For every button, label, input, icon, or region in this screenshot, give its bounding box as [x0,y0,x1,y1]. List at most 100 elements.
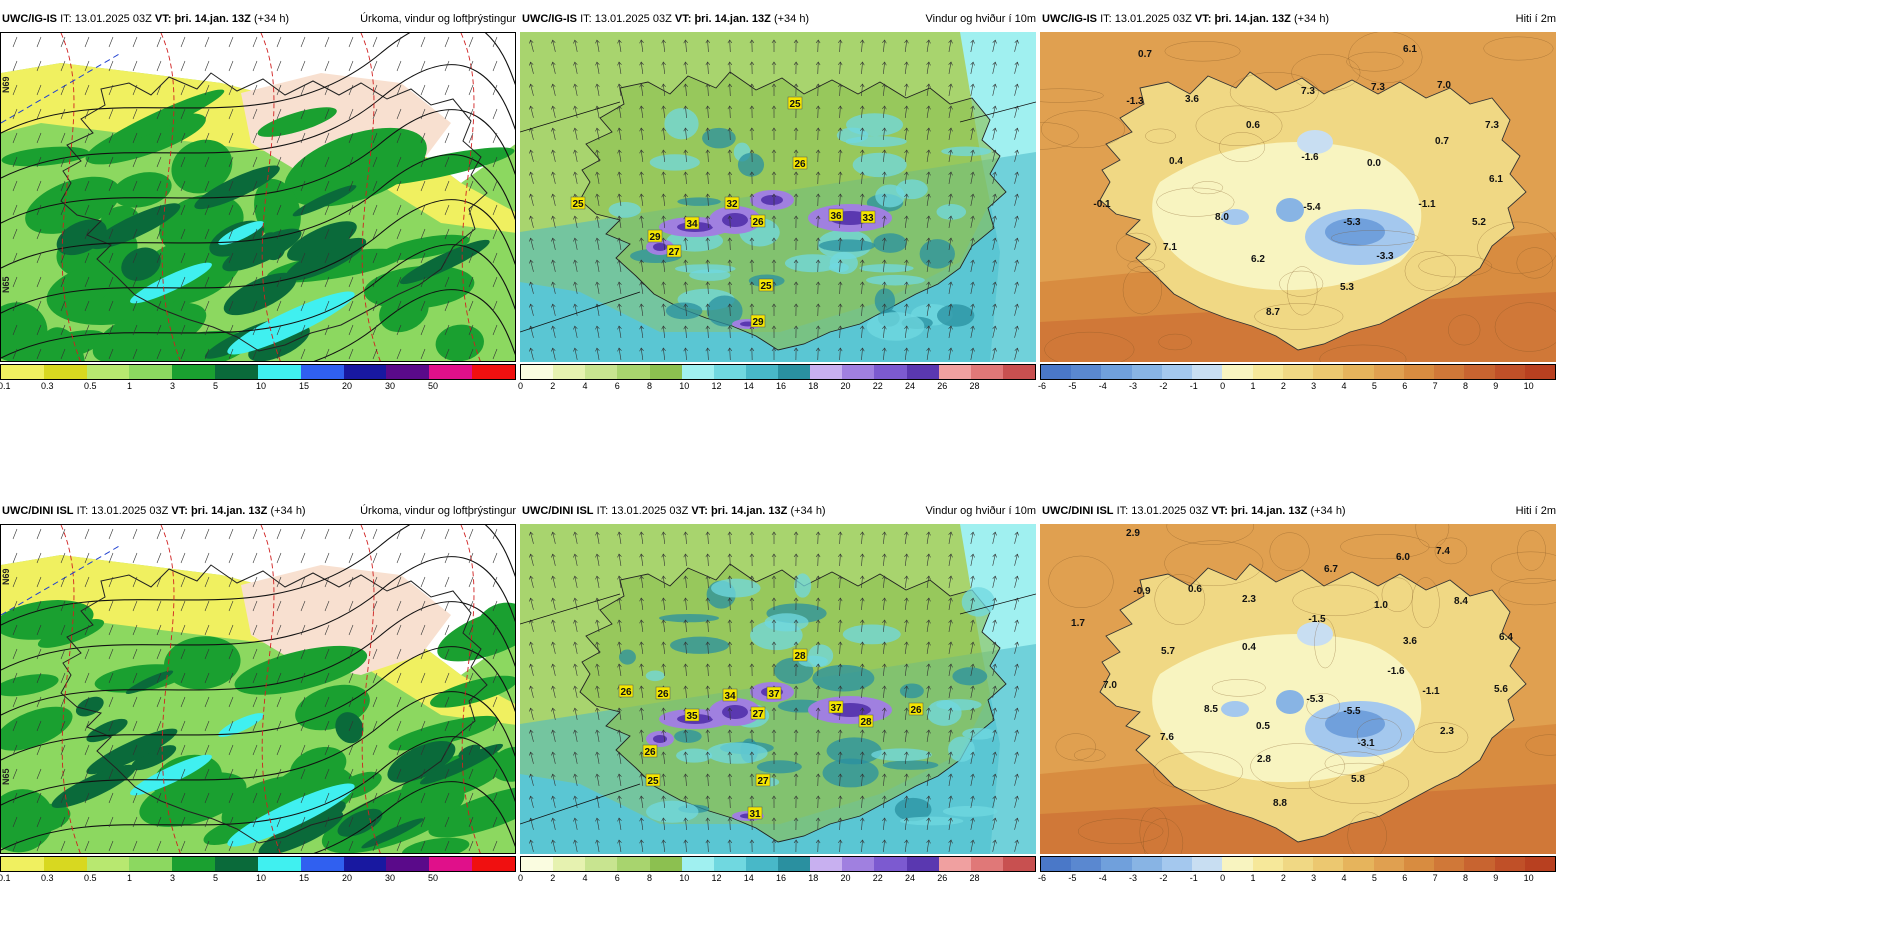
wind-max-label: 25 [758,278,774,292]
colorbar-tick-label: 10 [1523,873,1534,883]
temp-value-label: 7.1 [1163,242,1177,253]
wind-max-label: 25 [787,96,803,110]
colorbar-swatch [1131,857,1162,871]
colorbar-swatches [1040,856,1556,872]
valid-time-label: VT: [171,505,188,517]
temp-value-label: 2.9 [1126,528,1140,539]
temp-value-label: 6.1 [1489,174,1503,185]
colorbar-tick-label: 14 [743,873,754,883]
temp-panel-2: UWC/DINI ISL IT: 13.01.2025 03Z VT: þri.… [1038,500,1560,883]
colorbar-tick-label: 22 [872,381,883,391]
model-name: UWC/IG-IS [2,13,57,25]
colorbar-swatch [1434,857,1465,871]
colorbar-swatch [713,857,746,871]
colorbar-tick-label: 28 [969,381,980,391]
wind-max-label: 34 [722,688,738,702]
temp-value-label: 6.0 [1396,552,1410,563]
colorbar-swatch [1524,857,1555,871]
wind-max-value: 34 [724,691,736,702]
colorbar-swatch [874,365,907,379]
colorbar-swatch [1282,857,1314,871]
temp-value-label: 0.0 [1367,158,1381,169]
colorbar-tick-label: 0.5 [84,381,97,391]
wind-panel-2: UWC/DINI ISL IT: 13.01.2025 03Z VT: þri.… [518,500,1040,883]
colorbar-tick-label: 5 [213,873,219,883]
temp-value-label: 0.6 [1188,584,1202,595]
wind-panel-1: UWC/IG-IS IT: 13.01.2025 03Z VT: þri. 14… [518,8,1040,391]
colorbar-swatch [386,365,430,379]
colorbar-tick-label: 2 [1280,381,1286,391]
wind-max-label: 27 [666,244,682,258]
colorbar-tick-label: 8 [647,381,653,391]
colorbar-tick-label: 26 [937,381,948,391]
wind-max-value: 37 [830,703,842,714]
colorbar-swatch [1494,365,1525,379]
colorbar-tick-label: 3 [170,873,176,883]
temp-value-label: -5.3 [1306,694,1324,705]
valid-time-label: VT: [1211,505,1228,517]
colorbar-swatch [970,365,1003,379]
latitude-label: N69 [1,76,11,93]
colorbar-swatch [553,365,586,379]
colorbar-labels: 0 2 4 6 8 10 12 14 16 18 20 22 24 26 28 [518,381,1036,394]
colorbar-tick-label: 3 [170,381,176,391]
colorbar-swatch [1343,857,1374,871]
colorbar-swatch [681,365,714,379]
init-time: 13.01.2025 03Z [91,505,169,517]
temp-value-label: -1.1 [1418,199,1436,210]
temp-value-label: 7.3 [1485,120,1499,131]
temp-value-label: -1.3 [1126,96,1144,107]
wind-max-label: 28 [792,648,808,662]
wind-max-value: 27 [668,247,680,258]
colorbar-swatch [1464,857,1495,871]
colorbar-swatch [1041,365,1072,379]
colorbar-swatch [1494,857,1525,871]
temp-value-label: 8.7 [1266,307,1280,318]
temp-value-label: 7.3 [1371,82,1385,93]
colorbar-swatch [1373,857,1404,871]
model-name: UWC/IG-IS [522,13,577,25]
colorbar-tick-label: 1 [127,381,133,391]
temp-value-label: -5.4 [1303,202,1321,213]
wind-max-label: 26 [618,684,634,698]
colorbar-tick-label: 0 [518,873,524,883]
colorbar-swatch [681,857,714,871]
colorbar-swatch [1252,857,1283,871]
colorbar-tick-label: 0 [518,381,524,391]
temp-value-label: 3.6 [1185,94,1199,105]
colorbar-swatch [129,365,173,379]
valid-time: þri. 14.jan. 13Z [190,505,268,517]
colorbar-swatch [745,365,778,379]
colorbar-tick-label: 20 [342,873,353,883]
colorbar-swatch [1041,857,1072,871]
colorbar-tick-label: 20 [342,381,353,391]
precip-colorbar: 0.1 0.3 0.5 1 3 5 10 15 20 30 50 [0,856,516,886]
wind-max-value: 35 [686,711,698,722]
valid-time: þri. 14.jan. 13Z [710,505,788,517]
colorbar-tick-label: -2 [1159,873,1168,883]
colorbar-tick-label: 8 [1462,381,1468,391]
colorbar-tick-label: 1 [1250,873,1256,883]
colorbar-swatch [585,365,618,379]
wind-max-value: 26 [910,705,922,716]
colorbar-swatch [215,365,258,379]
colorbar-tick-label: 7 [1432,873,1438,883]
colorbar-swatch [1071,365,1102,379]
temp-value-label: 6.1 [1403,44,1417,55]
temp-value-label: 7.0 [1437,80,1451,91]
colorbar-tick-label: 9 [1493,381,1499,391]
latitude-label: N65 [1,276,11,293]
colorbar-tick-label: 1 [1250,381,1256,391]
colorbar-tick-label: 0.1 [0,381,11,391]
panel-header: UWC/IG-IS IT: 13.01.2025 03Z VT: þri. 14… [1040,8,1560,30]
colorbar-tick-label: 20 [840,873,851,883]
colorbar-labels: 0 2 4 6 8 10 12 14 16 18 20 22 24 26 28 [518,873,1036,886]
temp-value-label: 3.6 [1403,636,1417,647]
panel-header: UWC/DINI ISL IT: 13.01.2025 03Z VT: þri.… [0,500,520,522]
precip-map: N69 N65 [0,32,516,362]
colorbar-tick-label: 1 [127,873,133,883]
colorbar-tick-label: 30 [385,381,396,391]
wind-max-label: 26 [792,156,808,170]
colorbar-swatch [1002,857,1035,871]
temp-value-label: -5.5 [1343,706,1361,717]
